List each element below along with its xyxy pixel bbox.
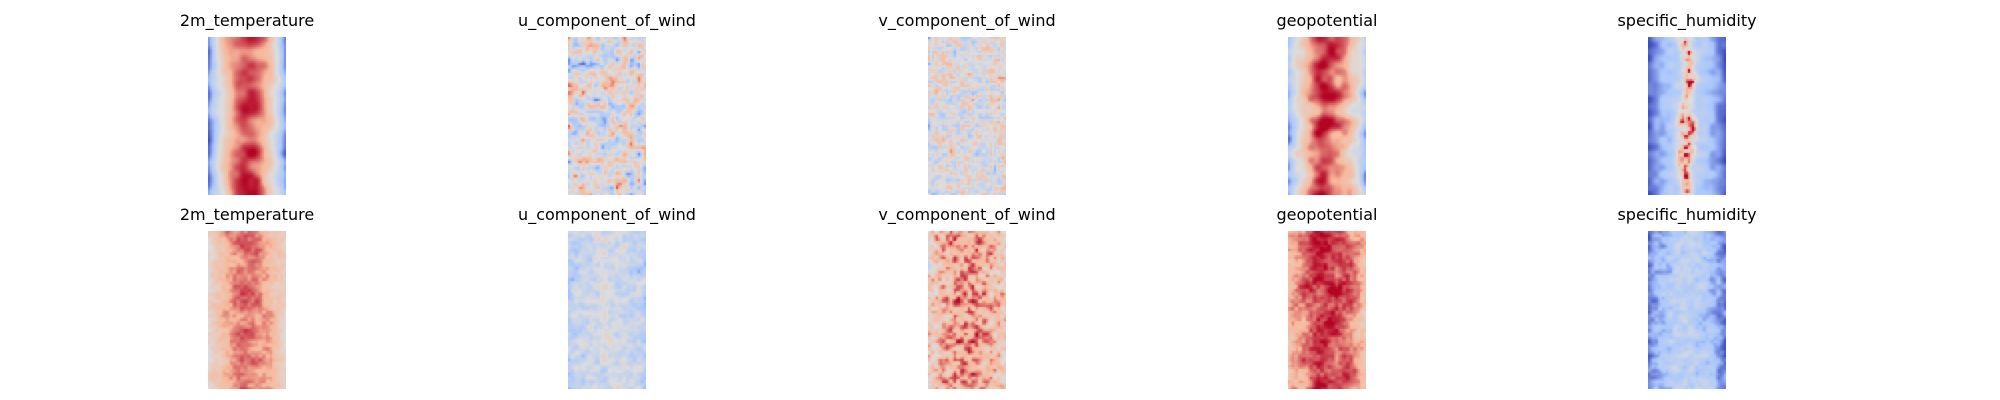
heatmap-u-component-of-wind-row-2 <box>568 231 646 389</box>
heatmap-specific-humidity-row-1 <box>1648 37 1726 195</box>
heatmap-v-component-of-wind-row-2 <box>928 231 1006 389</box>
panel-title-r1-c2: v_component_of_wind <box>878 205 1056 224</box>
heatmap-2m-temperature-row-1 <box>208 37 286 195</box>
heatmap-u-component-of-wind-row-1 <box>568 37 646 195</box>
panel-title-r1-c4: specific_humidity <box>1617 205 1757 224</box>
panel-title-r0-c2: v_component_of_wind <box>878 11 1056 30</box>
panel-title-r0-c3: geopotential <box>1276 11 1378 30</box>
panel-title-r1-c1: u_component_of_wind <box>518 205 696 224</box>
heatmap-specific-humidity-row-2 <box>1648 231 1726 389</box>
panel-title-r0-c0: 2m_temperature <box>179 11 315 30</box>
panel-title-r0-c4: specific_humidity <box>1617 11 1757 30</box>
heatmap-geopotential-row-2 <box>1288 231 1366 389</box>
heatmap-2m-temperature-row-2 <box>208 231 286 389</box>
heatmap-geopotential-row-1 <box>1288 37 1366 195</box>
panel-title-r0-c1: u_component_of_wind <box>518 11 696 30</box>
panel-title-r1-c0: 2m_temperature <box>179 205 315 224</box>
heatmap-v-component-of-wind-row-1 <box>928 37 1006 195</box>
panel-title-r1-c3: geopotential <box>1276 205 1378 224</box>
